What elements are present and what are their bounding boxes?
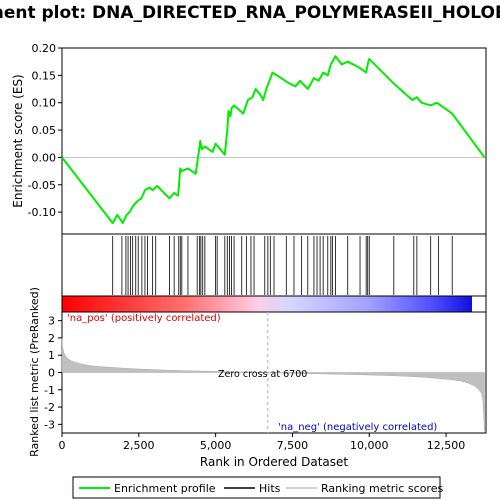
x-tick-label: 0 [59, 439, 66, 452]
neg-correlated-label: 'na_neg' (negatively correlated) [278, 422, 437, 433]
es-y-tick-label: -0.10 [28, 206, 56, 219]
hits-markers [112, 236, 453, 295]
x-tick-label: 2,500 [123, 439, 155, 452]
es-y-tick-label: -0.05 [28, 179, 56, 192]
es-y-tick-label: 0.10 [32, 97, 57, 110]
es-y-tick-label: 0.15 [32, 69, 57, 82]
rank-color-bar [62, 296, 472, 312]
metric-y-tick-label: -2 [44, 401, 55, 414]
metric-y-axis: 3 2 1 0 -1 -2 -3 [44, 315, 62, 431]
enrichment-profile-line [61, 55, 486, 225]
x-tick-label: 5,000 [200, 439, 232, 452]
x-tick-label: 7,500 [277, 439, 309, 452]
x-axis-label: Rank in Ordered Dataset [200, 455, 348, 469]
metric-y-tick-label: 2 [48, 332, 55, 345]
metric-y-tick-label: -1 [44, 384, 55, 397]
ranking-metric-scores [61, 337, 485, 432]
es-y-tick-label: 0.20 [32, 42, 57, 55]
legend-hits-label: Hits [259, 482, 281, 495]
x-axis: 0 2,500 5,000 7,500 10,000 12,500 [59, 433, 466, 452]
legend-metric-label: Ranking metric scores [321, 482, 443, 495]
chart-title: Enrichment plot: DNA_DIRECTED_RNA_POLYME… [0, 3, 500, 23]
es-y-tick-label: 0.05 [32, 124, 57, 137]
pos-correlated-label: 'na_pos' (positively correlated) [67, 313, 221, 324]
es-panel-frame [61, 47, 487, 235]
metric-y-tick-label: 1 [48, 349, 55, 362]
ranked-metric-area [61, 312, 485, 433]
enrichment-profile-series [61, 55, 486, 225]
legend-enrichment-label: Enrichment profile [114, 482, 216, 495]
x-tick-label: 12,500 [427, 439, 466, 452]
es-y-axis: 0.20 0.15 0.10 0.05 0.00 -0.05 -0.10 [28, 42, 62, 219]
metric-y-tick-label: 3 [48, 315, 55, 328]
metric-y-tick-label: 0 [48, 367, 55, 380]
legend-box [72, 476, 441, 499]
es-y-tick-label: 0.00 [32, 151, 57, 164]
x-tick-label: 10,000 [350, 439, 389, 452]
zero-cross-label: Zero cross at 6700 [218, 369, 307, 380]
es-y-axis-label: Enrichment score (ES) [11, 74, 25, 207]
metric-y-tick-label: -3 [44, 418, 55, 431]
metric-y-axis-label: Ranked list metric (PreRanked) [28, 287, 41, 457]
